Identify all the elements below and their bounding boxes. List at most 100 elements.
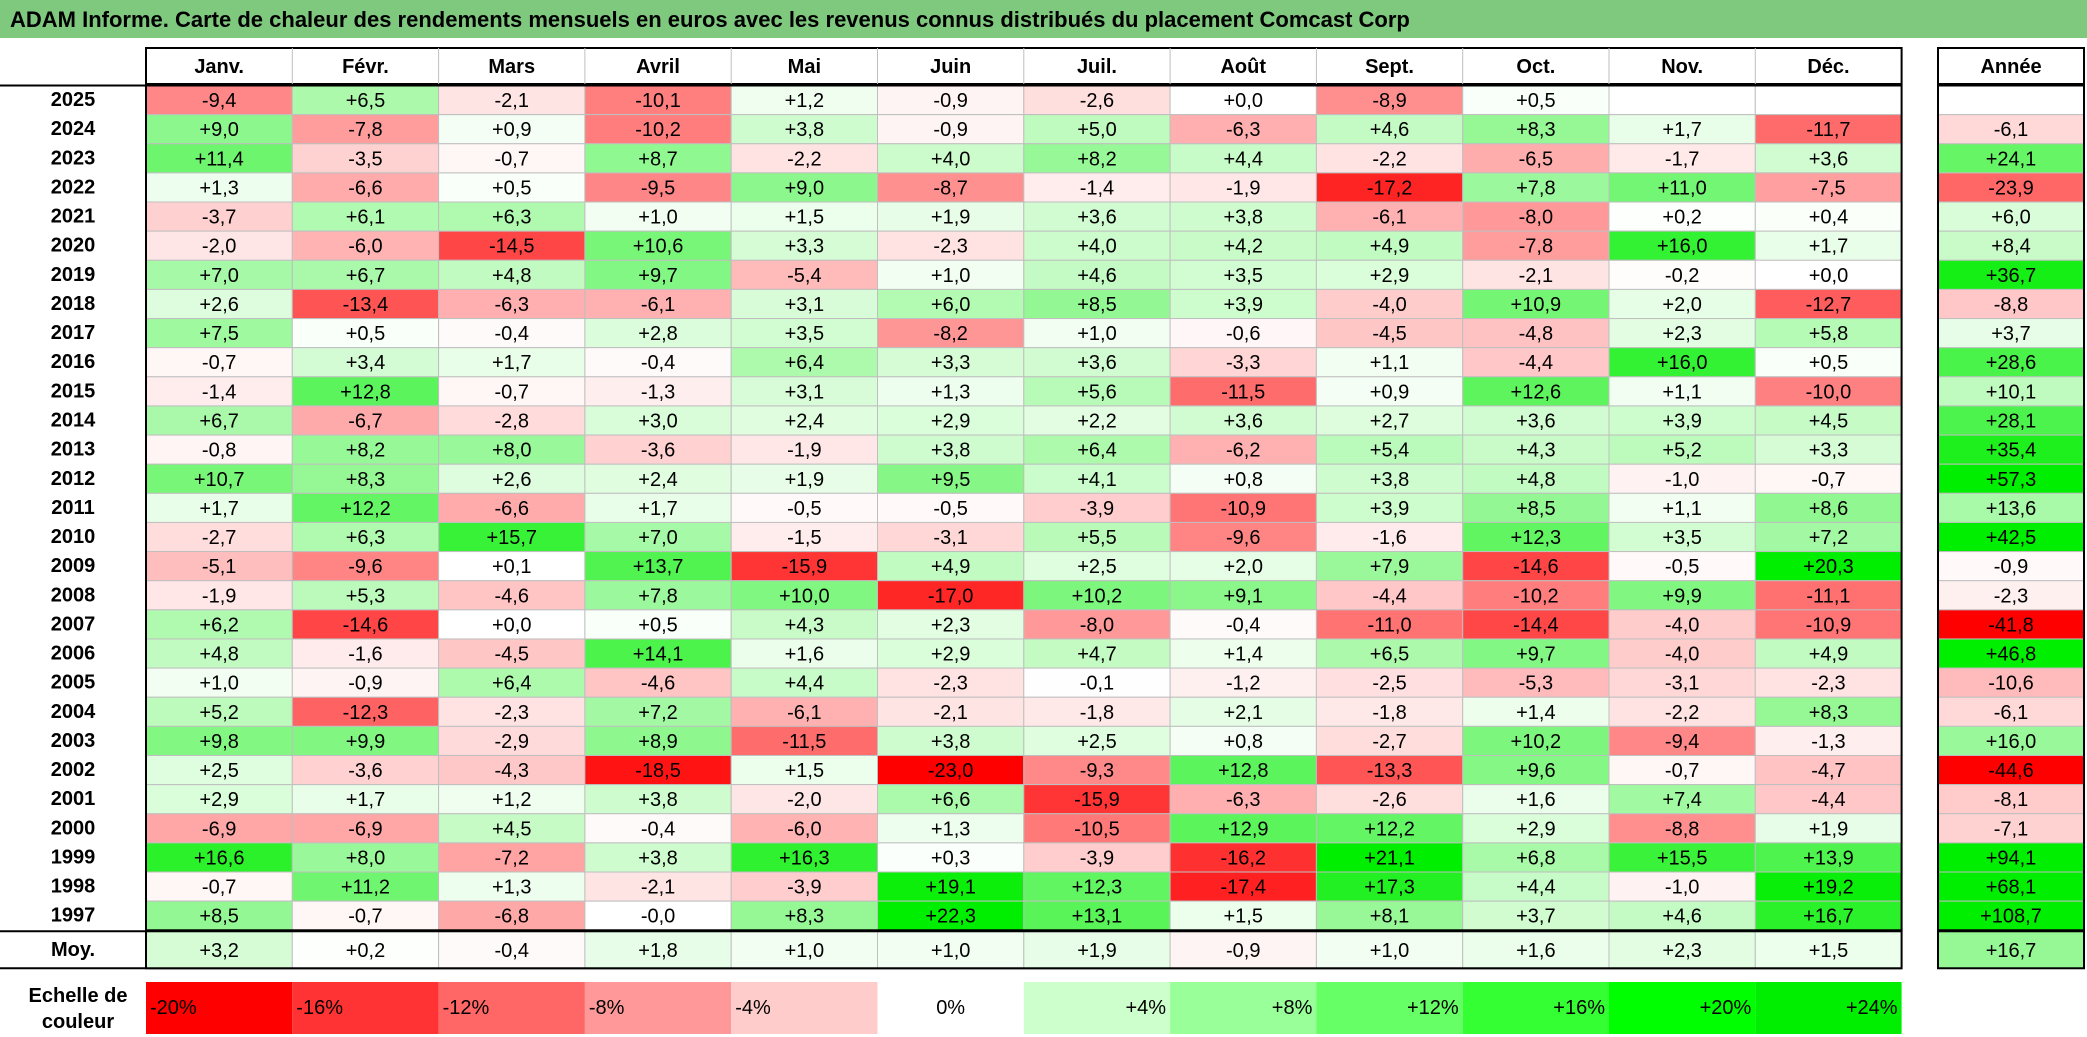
cell-value: -2,2 [1372, 148, 1406, 170]
avg-value: -0,9 [1226, 940, 1260, 962]
cell-value: -2,1 [641, 877, 675, 899]
heatmap-cell [1023, 463, 1171, 494]
cell-value: -6,0 [348, 236, 382, 258]
year-label: 2014 [51, 409, 96, 431]
heatmap-cell [877, 318, 1025, 349]
cell-value: -17,2 [1367, 177, 1413, 199]
heatmap-cell [1754, 842, 1903, 873]
heatmap-cell [1169, 551, 1317, 582]
heatmap-cell [877, 696, 1025, 727]
cell-value: +10,2 [1072, 585, 1123, 607]
avg-value: +2,3 [1662, 940, 1701, 962]
heatmap-cell [1462, 376, 1610, 407]
heatmap-cell [1169, 143, 1317, 174]
heatmap-cell [584, 434, 732, 465]
year-label: 2010 [51, 526, 96, 548]
cell-value: +6,2 [199, 614, 238, 636]
heatmap-cell [1608, 114, 1756, 145]
heatmap-cell [877, 259, 1025, 290]
cell-value: -4,0 [1665, 644, 1699, 666]
annual-value: -7,1 [1994, 818, 2028, 840]
heatmap-cell [438, 492, 586, 523]
cell-value: +22,3 [925, 906, 976, 928]
annual-value: -23,9 [1988, 177, 2034, 199]
cell-value: +8,2 [346, 440, 385, 462]
cell-value: +4,9 [1370, 236, 1409, 258]
annual-value: -10,6 [1988, 673, 2034, 695]
month-header: Mai [788, 56, 821, 78]
heatmap-cell [877, 405, 1025, 436]
avg-value: +1,8 [638, 940, 677, 962]
cell-value: +1,7 [638, 498, 677, 520]
cell-value: +3,1 [785, 381, 824, 403]
cell-value: -6,2 [1226, 440, 1260, 462]
heatmap-cell [1754, 813, 1903, 844]
cell-value: +5,4 [1370, 440, 1409, 462]
annual-header: Année [1980, 56, 2041, 78]
cell-value: +1,7 [1662, 119, 1701, 141]
cell-value: -10,2 [635, 119, 681, 141]
cell-value: +17,3 [1364, 877, 1415, 899]
cell-value: -8,0 [1080, 614, 1114, 636]
heatmap-cell [877, 114, 1025, 145]
cell-value: +8,3 [346, 469, 385, 491]
cell-value: +3,0 [638, 410, 677, 432]
cell-value: +5,3 [346, 585, 385, 607]
cell-value: -6,0 [787, 818, 821, 840]
heatmap-cell [1462, 85, 1610, 116]
avg-value: +0,2 [346, 940, 385, 962]
cell-value: -8,2 [933, 323, 967, 345]
cell-value: +10,7 [194, 469, 245, 491]
cell-value: +7,9 [1370, 556, 1409, 578]
heatmap-cell [1169, 842, 1317, 873]
cell-value: +8,5 [1077, 294, 1116, 316]
cell-value: +3,8 [638, 847, 677, 869]
cell-value: +2,0 [1224, 556, 1263, 578]
cell-value: -0,4 [495, 323, 529, 345]
cell-value: +3,8 [1370, 469, 1409, 491]
cell-value: +1,0 [199, 673, 238, 695]
heatmap-cell [1608, 900, 1756, 931]
cell-value: +6,7 [346, 265, 385, 287]
cell-value: -9,4 [202, 90, 236, 112]
cell-value: +2,4 [638, 469, 677, 491]
year-label: 2019 [51, 264, 96, 286]
cell-value: +3,9 [1662, 410, 1701, 432]
cell-value: +3,8 [931, 731, 970, 753]
cell-value: +14,1 [633, 644, 684, 666]
annual-value: +28,6 [1986, 352, 2037, 374]
year-label: 2021 [51, 206, 96, 228]
heatmap-cell [1608, 201, 1756, 232]
cell-value: +0,0 [492, 614, 531, 636]
cell-value: -1,9 [787, 440, 821, 462]
cell-value: -10,5 [1074, 818, 1120, 840]
cell-value: -0,7 [202, 877, 236, 899]
heatmap-cell [438, 347, 586, 378]
annual-cell [1937, 114, 2085, 145]
cell-value: -2,6 [1372, 789, 1406, 811]
cell-value: +5,2 [1662, 440, 1701, 462]
cell-value: +1,9 [785, 469, 824, 491]
cell-value: -2,5 [1372, 673, 1406, 695]
cell-value: -2,2 [787, 148, 821, 170]
heatmap-cell [1462, 259, 1610, 290]
cell-value: +3,6 [1516, 410, 1555, 432]
heatmap-cell [1315, 172, 1464, 203]
cell-value: -14,6 [1513, 556, 1559, 578]
cell-value: +8,5 [1516, 498, 1555, 520]
cell-value: +1,5 [1224, 906, 1263, 928]
cell-value: +9,7 [1516, 644, 1555, 666]
heatmap-cell [1023, 259, 1171, 290]
cell-value: -1,4 [1080, 177, 1114, 199]
heatmap-cell [438, 434, 586, 465]
cell-value: +8,6 [1809, 498, 1848, 520]
cell-value: -2,1 [933, 702, 967, 724]
heatmap-cell [145, 376, 293, 407]
cell-value: +6,8 [1516, 847, 1555, 869]
heatmap-cell [145, 521, 293, 553]
cell-value: -6,1 [787, 702, 821, 724]
heatmap-cell [877, 813, 1025, 844]
cell-value: +7,5 [199, 323, 238, 345]
cell-value: -7,8 [348, 119, 382, 141]
scale-label: -4% [735, 997, 771, 1019]
